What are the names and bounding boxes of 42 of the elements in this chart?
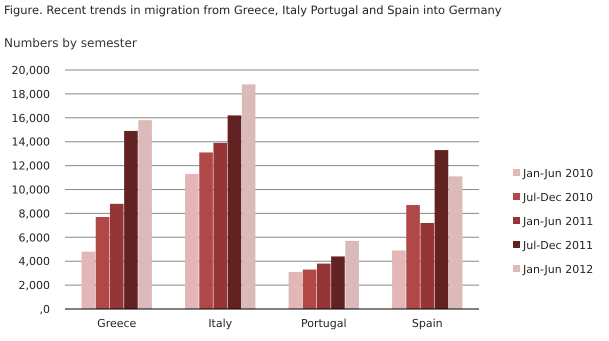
y-tick-label: 20,000 [12, 64, 50, 77]
legend-label: Jul-Dec 2010 [522, 191, 594, 204]
bar [316, 264, 331, 309]
bar [331, 256, 345, 309]
bar [242, 84, 256, 309]
x-tick-label: Portugal [300, 317, 347, 330]
bar [345, 240, 359, 309]
legend-label: Jan-Jun 2010 [522, 167, 594, 180]
bar [406, 205, 420, 309]
bar [392, 250, 406, 309]
bar [96, 216, 110, 309]
y-tick-label: 10,000 [12, 184, 50, 196]
x-tick-label: Greece [97, 317, 137, 330]
x-tick-label: Spain [412, 317, 443, 330]
bar [110, 204, 124, 309]
legend-label: Jan-Jun 2012 [522, 263, 594, 276]
y-tick-label: 2,000 [18, 279, 50, 292]
y-tick-label: ,0 [40, 303, 50, 316]
y-tick-label: 14,000 [12, 136, 50, 149]
legend-label: Jul-Dec 2011 [522, 239, 594, 252]
bar [124, 130, 138, 309]
bar [199, 152, 213, 309]
bar [228, 115, 242, 309]
bar [138, 120, 152, 309]
x-tick-label: Italy [208, 317, 233, 330]
y-tick-label: 8,000 [18, 207, 50, 220]
bar [82, 252, 96, 309]
bar [302, 270, 316, 309]
bar [213, 142, 228, 309]
bar [420, 222, 434, 309]
bar [448, 176, 462, 309]
bar [185, 174, 199, 309]
legend-label: Jan-Jun 2011 [522, 215, 594, 228]
chart-subtitle: Numbers by semester [4, 36, 137, 50]
y-tick-label: 16,000 [12, 112, 50, 125]
y-tick-label: 6,000 [18, 231, 50, 244]
y-tick-label: 12,000 [12, 160, 50, 173]
y-tick-label: 4,000 [18, 255, 50, 268]
bar [434, 150, 448, 309]
y-tick-label: 18,000 [12, 88, 50, 101]
chart-title: Figure. Recent trends in migration from Greece, Italy Portugal and Spain into Germany [4, 3, 502, 17]
bar [288, 272, 302, 309]
